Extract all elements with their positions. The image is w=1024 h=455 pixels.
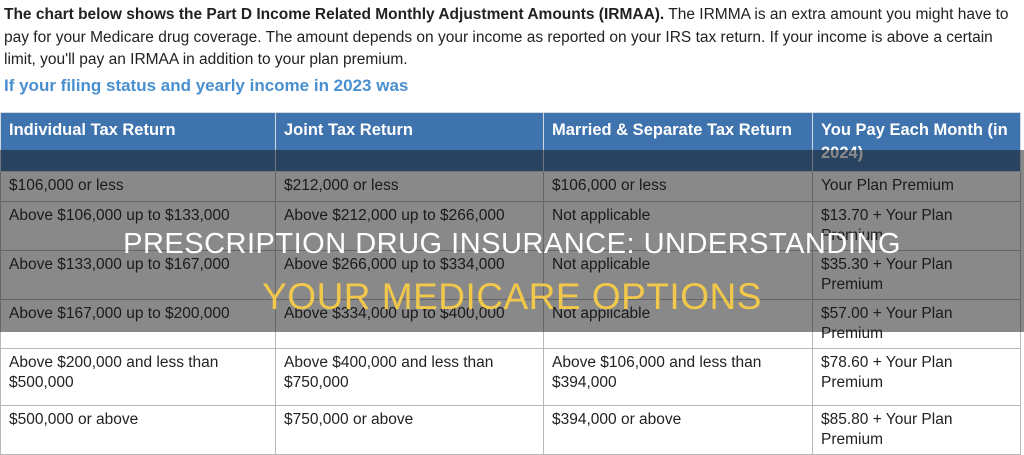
intro-text: The IRMMA is an extra amount you might h… <box>4 6 1009 68</box>
table-row: $500,000 or above $750,000 or above $394,0… <box>0 405 1021 455</box>
overlay-subtitle: YOUR MEDICARE OPTIONS <box>262 276 762 317</box>
table-cell: $78.60 + Your Plan Premium <box>812 348 1021 406</box>
table-cell: $750,000 or above <box>275 405 544 455</box>
table-row: Above $200,000 and less than $500,000 Abo… <box>0 348 1021 406</box>
page: {"intro": {"lead": "The chart below show… <box>0 4 1024 455</box>
overlay-title: PRESCRIPTION DRUG INSURANCE: UNDERSTANDI… <box>123 228 901 260</box>
intro: The chart below shows the Part D Income … <box>4 4 1014 72</box>
subheading: If your filing status and yearly income … <box>4 76 409 95</box>
table-cell: $500,000 or above <box>0 405 276 455</box>
table-cell: Above $400,000 and less than $750,000 <box>275 348 544 406</box>
overlay-band <box>0 150 1024 332</box>
table-cell: $85.80 + Your Plan Premium <box>812 405 1021 455</box>
intro-lead: The chart below shows the Part D Income … <box>4 6 665 23</box>
table-cell: Above $106,000 and less than $394,000 <box>543 348 813 406</box>
table-cell: $394,000 or above <box>543 405 813 455</box>
table-cell: Above $200,000 and less than $500,000 <box>0 348 276 406</box>
